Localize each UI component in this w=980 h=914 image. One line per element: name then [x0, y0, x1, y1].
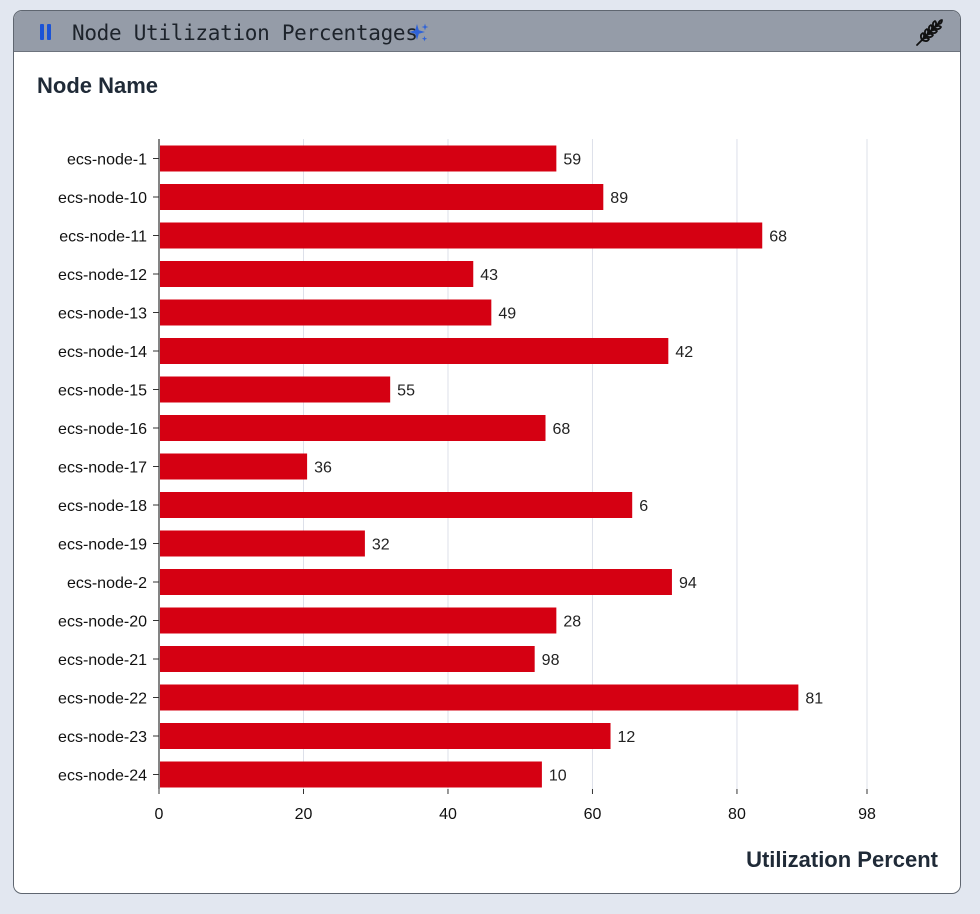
data-label: 68: [769, 229, 787, 246]
data-label: 49: [498, 306, 516, 323]
x-tick-label: 40: [439, 806, 457, 823]
data-label: 32: [372, 537, 390, 554]
data-label: 10: [549, 768, 567, 785]
bar: [160, 415, 546, 441]
data-label: 94: [679, 575, 697, 592]
data-label: 36: [314, 460, 332, 477]
bar: [160, 684, 799, 711]
data-label: 28: [563, 614, 581, 631]
data-label: 12: [618, 729, 636, 746]
x-tick-label: 60: [584, 806, 602, 823]
panel-header: Node Utilization Percentages: [14, 11, 960, 52]
data-label: 81: [805, 691, 823, 708]
y-axis-title: Node Name: [37, 73, 159, 98]
y-tick-label: ecs-node-20: [58, 614, 147, 631]
y-tick-label: ecs-node-2: [67, 575, 147, 592]
x-tick-label: 0: [155, 806, 164, 823]
y-tick-label: ecs-node-18: [58, 498, 147, 515]
bar: [160, 222, 763, 249]
x-tick-label: 80: [728, 806, 746, 823]
bar: [160, 569, 672, 595]
wheat-icon[interactable]: [914, 18, 944, 48]
y-tick-label: ecs-node-10: [58, 190, 147, 207]
pause-bar-right: [47, 24, 51, 40]
data-label: 6: [639, 498, 648, 515]
data-label: 55: [397, 383, 415, 400]
data-label: 89: [610, 190, 628, 207]
x-axis-title: Utilization Percent: [746, 847, 938, 872]
axis-layer: 0 20 40 60 80 98 ecs-node-1 59 ecs-node-10 89 ecs-…: [58, 139, 876, 823]
y-tick-label: ecs-node-21: [58, 652, 147, 669]
pause-icon[interactable]: [38, 24, 53, 40]
bar: [160, 761, 542, 788]
y-tick-label: ecs-node-19: [58, 537, 147, 554]
y-tick-label: ecs-node-11: [59, 229, 147, 246]
bar: [160, 607, 557, 634]
x-tick-label: 20: [295, 806, 313, 823]
bar: [160, 184, 604, 210]
sparkle-icon[interactable]: [408, 22, 430, 44]
y-tick-label: ecs-node-14: [58, 344, 147, 361]
y-tick-label: ecs-node-23: [58, 729, 147, 746]
data-label: 42: [675, 344, 693, 361]
bar: [160, 261, 474, 287]
bar-layer: [160, 145, 799, 788]
data-label: 68: [553, 421, 571, 438]
y-tick-label: ecs-node-17: [58, 460, 147, 477]
x-tick-label: 98: [858, 806, 876, 823]
y-tick-label: ecs-node-12: [58, 267, 147, 284]
data-label: 59: [563, 152, 581, 169]
bar: [160, 145, 557, 172]
bar: [160, 723, 611, 749]
data-label: 98: [542, 652, 560, 669]
data-label: 43: [480, 267, 498, 284]
y-tick-label: ecs-node-1: [67, 152, 147, 169]
y-tick-label: ecs-node-16: [58, 421, 147, 438]
chart-panel: Node Utilization Percentages Node Name: [13, 10, 961, 894]
pause-bar-left: [40, 24, 44, 40]
bar: [160, 646, 535, 672]
bar: [160, 376, 391, 403]
bar-chart: 0 20 40 60 80 98 ecs-node-1 59 ecs-node-10 89 ecs-…: [58, 139, 876, 823]
bar: [160, 530, 365, 557]
bar: [160, 338, 669, 364]
bar: [160, 453, 308, 480]
y-tick-label: ecs-node-15: [58, 383, 147, 400]
y-tick-label: ecs-node-22: [58, 691, 147, 708]
panel-title: Node Utilization Percentages: [72, 21, 418, 45]
bar: [160, 299, 492, 326]
bar: [160, 492, 633, 518]
y-tick-label: ecs-node-24: [58, 768, 147, 785]
y-tick-label: ecs-node-13: [58, 306, 147, 323]
